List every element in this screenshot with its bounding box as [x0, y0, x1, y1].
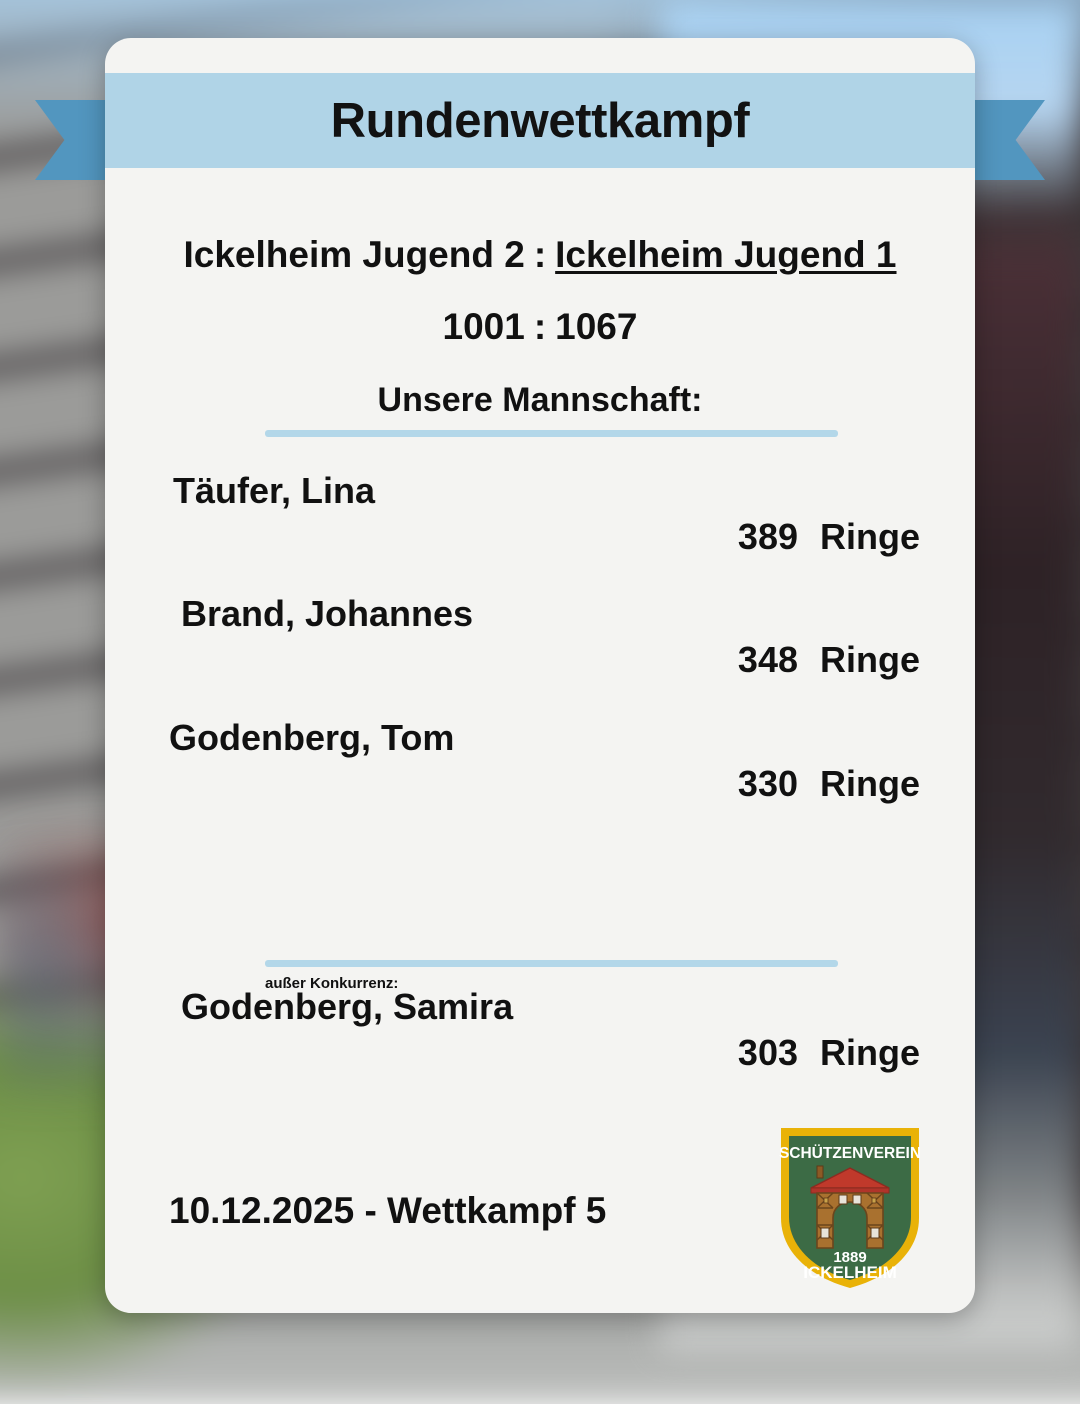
player-score-value: 348	[737, 639, 798, 680]
emblem-bottom-text: ICKELHEIM	[803, 1263, 897, 1282]
player-score-value: 303	[737, 1032, 798, 1073]
player-score: 348 Ringe	[702, 639, 920, 681]
player-name: Godenberg, Samira	[181, 986, 514, 1027]
player-score-unit: Ringe	[820, 516, 921, 557]
away-score: 1067	[555, 306, 638, 347]
player-score: 389 Ringe	[702, 516, 920, 558]
player-score-unit: Ringe	[820, 763, 921, 804]
result-card: Rundenwettkampf Ickelheim Jugend 2: Ickel…	[105, 38, 975, 1313]
divider-out-of-competition	[265, 960, 838, 967]
away-team-name: Ickelheim Jugend 1	[555, 234, 897, 275]
player-score-value: 389	[737, 516, 798, 557]
player-score-value: 330	[737, 763, 798, 804]
player-score: 303 Ringe	[702, 1032, 920, 1074]
club-emblem: SCHÜTZENVEREIN	[775, 1122, 925, 1292]
match-score: 1001:1067	[105, 306, 975, 348]
out-of-competition-label: außer Konkurrenz:	[265, 975, 399, 992]
list-item: Godenberg, Tom 330 Ringe	[105, 717, 975, 839]
home-team-name: Ickelheim Jugend 2	[183, 234, 525, 275]
score-separator: :	[533, 306, 547, 347]
list-item: Brand, Johannes 348 Ringe	[105, 593, 975, 715]
emblem-top-text: SCHÜTZENVEREIN	[779, 1145, 921, 1162]
divider-top	[265, 430, 838, 437]
list-item: Godenberg, Samira 303 Ringe	[105, 986, 975, 1108]
team-separator: :	[533, 234, 547, 275]
timber-building-icon	[810, 1165, 890, 1249]
emblem-year: 1889	[833, 1249, 866, 1266]
footer-date-round: 10.12.2025 - Wettkampf 5	[169, 1190, 607, 1231]
player-score-unit: Ringe	[820, 1032, 921, 1073]
team-section-heading: Unsere Mannschaft:	[377, 381, 703, 419]
home-score: 1001	[442, 306, 525, 347]
player-name: Täufer, Lina	[173, 470, 376, 511]
player-name: Brand, Johannes	[181, 593, 474, 634]
list-item: Täufer, Lina 389 Ringe	[105, 470, 975, 592]
page-title: Rundenwettkampf	[330, 93, 750, 148]
banner-header: Rundenwettkampf	[105, 73, 975, 168]
player-name: Godenberg, Tom	[169, 717, 455, 758]
player-score-unit: Ringe	[820, 639, 921, 680]
match-teams: Ickelheim Jugend 2: Ickelheim Jugend 1	[105, 234, 975, 276]
player-score: 330 Ringe	[702, 763, 920, 805]
